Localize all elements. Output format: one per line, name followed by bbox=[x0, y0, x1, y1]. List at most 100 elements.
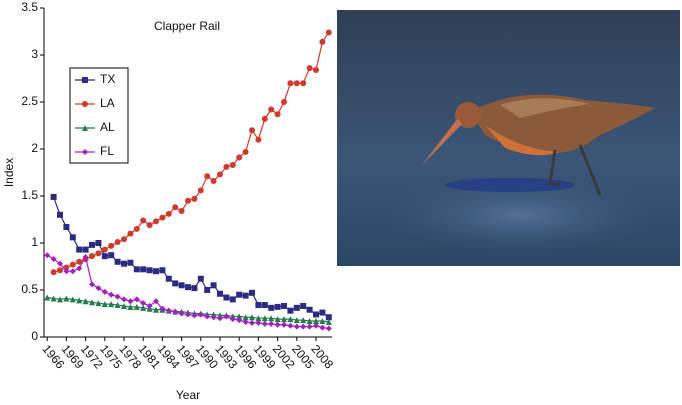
marker bbox=[217, 171, 223, 178]
marker bbox=[95, 285, 102, 292]
marker bbox=[76, 246, 83, 253]
y-axis-label: Index bbox=[2, 158, 16, 187]
y-tick-label: 3 bbox=[31, 47, 38, 61]
marker bbox=[114, 239, 121, 246]
legend-label: FL bbox=[100, 144, 114, 158]
marker bbox=[165, 307, 172, 314]
marker bbox=[217, 290, 223, 297]
marker bbox=[57, 211, 63, 218]
marker bbox=[121, 236, 127, 243]
marker bbox=[159, 214, 166, 221]
marker bbox=[197, 275, 204, 282]
marker bbox=[191, 312, 198, 319]
marker bbox=[133, 303, 140, 310]
legend-marker bbox=[82, 77, 88, 83]
marker bbox=[89, 281, 95, 288]
marker bbox=[210, 177, 217, 184]
y-tick-label: 3.5 bbox=[21, 0, 38, 14]
marker bbox=[313, 311, 319, 318]
marker bbox=[127, 230, 134, 237]
marker bbox=[249, 127, 255, 134]
marker bbox=[242, 314, 249, 321]
marker bbox=[236, 313, 243, 320]
marker bbox=[268, 304, 275, 311]
marker bbox=[287, 316, 294, 323]
marker bbox=[255, 315, 262, 322]
marker bbox=[319, 318, 326, 325]
marker bbox=[293, 317, 300, 324]
marker bbox=[108, 301, 115, 308]
y-tick-label: 1 bbox=[31, 235, 38, 249]
marker bbox=[274, 303, 281, 310]
marker bbox=[223, 313, 230, 320]
marker bbox=[229, 161, 236, 168]
marker bbox=[274, 316, 281, 323]
y-tick-label: 2.5 bbox=[21, 94, 38, 108]
marker bbox=[153, 298, 159, 305]
marker bbox=[268, 106, 275, 113]
marker bbox=[268, 320, 275, 327]
marker bbox=[313, 67, 319, 74]
marker bbox=[281, 302, 287, 309]
marker bbox=[255, 319, 262, 326]
legend-box bbox=[69, 67, 129, 164]
marker bbox=[133, 296, 140, 303]
x-axis-label: Year bbox=[176, 388, 200, 402]
marker bbox=[95, 250, 102, 257]
marker bbox=[197, 311, 204, 318]
marker bbox=[63, 295, 70, 302]
marker bbox=[101, 288, 108, 295]
marker bbox=[313, 322, 319, 329]
marker bbox=[178, 282, 185, 289]
marker bbox=[50, 255, 57, 262]
legend-label: AL bbox=[100, 120, 115, 134]
marker bbox=[281, 321, 287, 328]
marker bbox=[108, 252, 115, 259]
y-tick-label: 0 bbox=[31, 329, 38, 343]
marker bbox=[127, 303, 134, 310]
marker bbox=[101, 301, 108, 308]
marker bbox=[153, 218, 159, 225]
marker bbox=[121, 302, 127, 309]
marker bbox=[69, 261, 76, 268]
marker bbox=[101, 246, 108, 253]
marker bbox=[127, 259, 134, 266]
marker bbox=[236, 154, 243, 161]
marker bbox=[146, 222, 153, 229]
marker bbox=[306, 323, 313, 330]
marker bbox=[76, 258, 83, 265]
legend-marker bbox=[82, 101, 88, 107]
marker bbox=[165, 275, 172, 282]
marker bbox=[306, 65, 313, 72]
marker bbox=[281, 99, 287, 105]
legend: TX LA AL FL bbox=[69, 67, 129, 164]
marker bbox=[287, 80, 294, 87]
marker bbox=[255, 136, 262, 143]
marker bbox=[306, 318, 313, 325]
marker bbox=[89, 253, 95, 260]
marker bbox=[185, 197, 191, 204]
marker bbox=[210, 314, 217, 321]
marker bbox=[95, 240, 102, 246]
marker bbox=[140, 266, 147, 273]
marker bbox=[121, 296, 127, 303]
marker bbox=[95, 300, 102, 307]
y-tick-label: 0.5 bbox=[21, 282, 38, 296]
marker bbox=[89, 241, 95, 248]
marker bbox=[217, 315, 223, 322]
marker bbox=[325, 29, 332, 36]
marker bbox=[63, 224, 70, 231]
photo bbox=[337, 10, 680, 266]
marker bbox=[242, 148, 249, 155]
marker bbox=[76, 297, 83, 304]
marker bbox=[82, 298, 89, 305]
marker bbox=[268, 315, 275, 322]
marker bbox=[319, 38, 326, 45]
marker bbox=[242, 292, 249, 299]
marker bbox=[57, 296, 63, 303]
marker bbox=[140, 217, 147, 224]
series-line bbox=[53, 196, 330, 318]
marker bbox=[63, 268, 70, 275]
marker bbox=[108, 242, 115, 249]
